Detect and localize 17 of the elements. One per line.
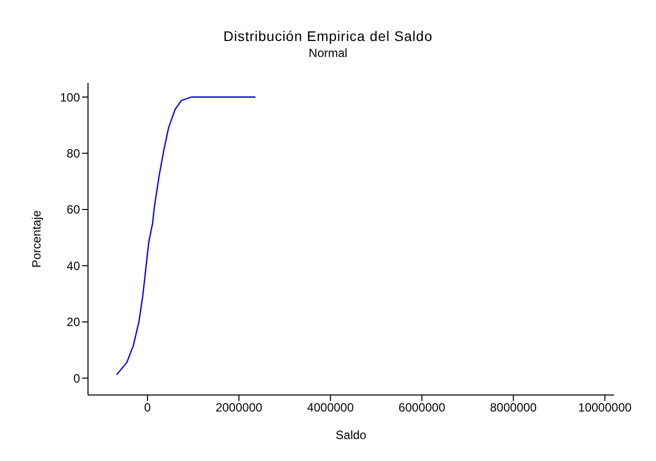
x-tick-label: 6000000 [398, 400, 446, 415]
x-tick-label: 0 [144, 400, 152, 415]
y-axis-title: Porcentaje [29, 210, 44, 268]
y-tick-label: 0 [73, 371, 80, 386]
y-tick-label: 20 [66, 315, 80, 330]
y-tick-label: 60 [66, 202, 80, 217]
x-tick-label: 10000000 [578, 400, 632, 415]
x-tick-label: 4000000 [307, 400, 354, 415]
y-tick-label: 40 [66, 258, 80, 273]
x-tick-label: 2000000 [216, 400, 263, 415]
y-tick-label: 100 [60, 90, 80, 104]
x-axis-title: Saldo [336, 428, 367, 442]
chart-title: Distribución Empirica del Saldo [222, 28, 434, 44]
y-tick-label: 80 [66, 146, 80, 161]
x-tick-label: 8000000 [490, 400, 538, 415]
chart-subtitle: Normal [308, 46, 348, 60]
line-series [116, 96, 256, 376]
